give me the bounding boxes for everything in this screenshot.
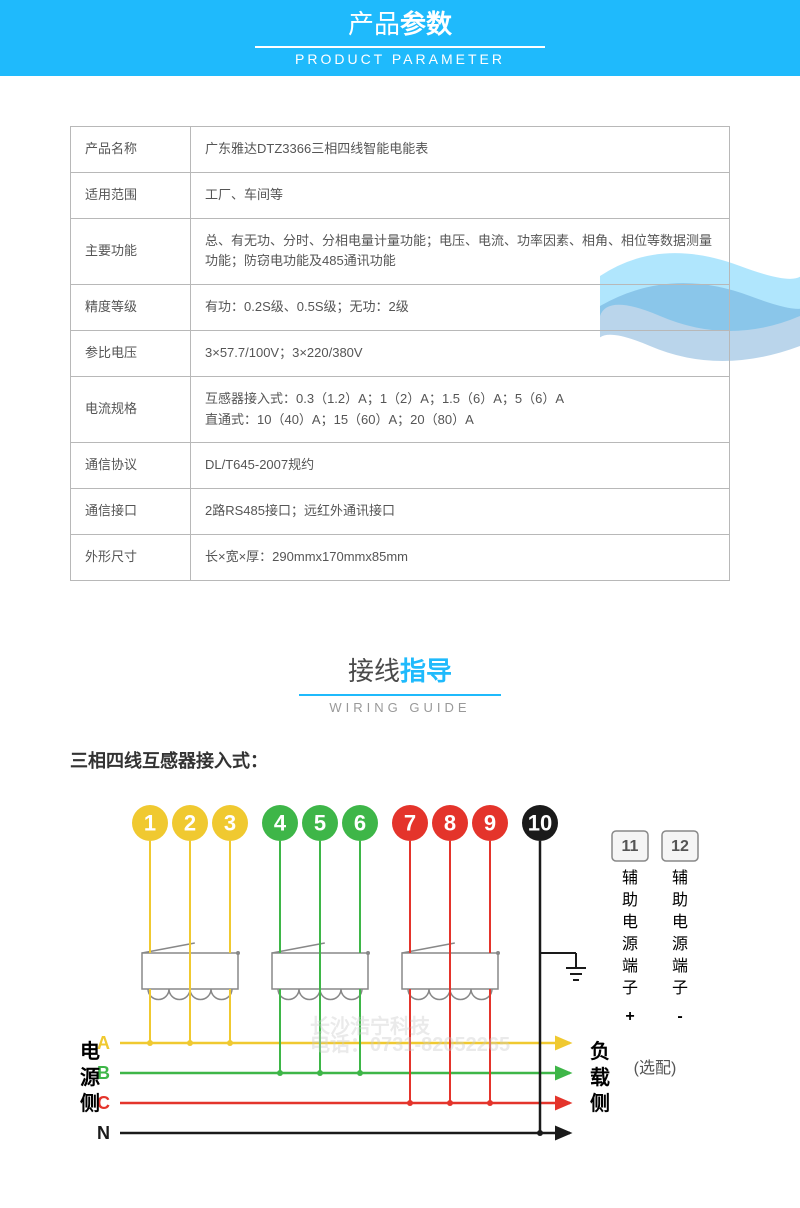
wiring-title-accent: 指导: [400, 656, 452, 686]
spec-value: 有功：0.2S级、0.5S级；无功：2级: [191, 285, 730, 331]
svg-text:子: 子: [672, 979, 688, 997]
table-row: 适用范围工厂、车间等: [71, 172, 730, 218]
spec-value: DL/T645-2007规约: [191, 443, 730, 489]
svg-text:辅: 辅: [672, 869, 688, 887]
header-title-bold: 参数: [400, 9, 452, 39]
table-row: 电流规格互感器接入式：0.3（1.2）A；1（2）A；1.5（6）A；5（6）A…: [71, 376, 730, 443]
svg-text:5: 5: [314, 810, 326, 835]
table-row: 主要功能总、有无功、分时、分相电量计量功能；电压、电流、功率因素、相角、相位等数…: [71, 218, 730, 285]
table-row: 通信协议DL/T645-2007规约: [71, 443, 730, 489]
header-title: 产品参数: [348, 4, 452, 41]
spec-label: 外形尺寸: [71, 534, 191, 580]
svg-text:4: 4: [274, 810, 287, 835]
svg-text:负: 负: [590, 1039, 610, 1063]
header-sub-band: PRODUCT PARAMETER: [0, 44, 800, 76]
table-row: 外形尺寸长×宽×厚：290mmx170mmx85mm: [71, 534, 730, 580]
spec-section: 产品名称广东雅达DTZ3366三相四线智能电能表适用范围工厂、车间等主要功能总、…: [0, 76, 800, 621]
spec-label: 适用范围: [71, 172, 191, 218]
table-row: 参比电压3×57.7/100V；3×220/380V: [71, 330, 730, 376]
svg-text:端: 端: [622, 957, 638, 975]
spec-label: 主要功能: [71, 218, 191, 285]
svg-text:3: 3: [224, 810, 236, 835]
spec-value: 长×宽×厚：290mmx170mmx85mm: [191, 534, 730, 580]
spec-value: 互感器接入式：0.3（1.2）A；1（2）A；1.5（6）A；5（6）A 直通式…: [191, 376, 730, 443]
svg-text:-: -: [677, 1008, 682, 1025]
wiring-subtitle: 三相四线互感器接入式：: [70, 747, 730, 773]
spec-label: 精度等级: [71, 285, 191, 331]
svg-text:12: 12: [671, 838, 689, 855]
wiring-diagram: ABCN电源侧负载侧[object Object][object Object]…: [70, 803, 730, 1163]
svg-text:助: 助: [622, 891, 638, 909]
svg-text:7: 7: [404, 810, 416, 835]
svg-text:(选配): (选配): [634, 1059, 677, 1077]
table-row: 通信接口2路RS485接口；远红外通讯接口: [71, 489, 730, 535]
svg-text:1: 1: [144, 810, 156, 835]
header-title-pre: 产品: [348, 9, 400, 39]
svg-text:源: 源: [672, 935, 688, 953]
svg-text:2: 2: [184, 810, 196, 835]
spec-value: 2路RS485接口；远红外通讯接口: [191, 489, 730, 535]
spec-value: 广东雅达DTZ3366三相四线智能电能表: [191, 127, 730, 173]
svg-text:载: 载: [590, 1065, 610, 1089]
svg-text:辅: 辅: [622, 869, 638, 887]
svg-text:侧: 侧: [80, 1091, 100, 1115]
svg-text:电: 电: [622, 913, 638, 931]
spec-label: 参比电压: [71, 330, 191, 376]
svg-text:端: 端: [672, 957, 688, 975]
svg-text:源: 源: [80, 1066, 100, 1089]
spec-table: 产品名称广东雅达DTZ3366三相四线智能电能表适用范围工厂、车间等主要功能总、…: [70, 126, 730, 581]
wiring-title-block: 接线指导 WIRING GUIDE: [0, 651, 800, 717]
spec-label: 通信协议: [71, 443, 191, 489]
svg-text:侧: 侧: [590, 1091, 610, 1115]
spec-value: 工厂、车间等: [191, 172, 730, 218]
svg-text:10: 10: [528, 810, 552, 835]
svg-text:电话：0731-82052265: 电话：0731-82052265: [310, 1033, 510, 1056]
svg-text:电: 电: [672, 913, 688, 931]
svg-text:子: 子: [622, 979, 638, 997]
svg-text:6: 6: [354, 810, 366, 835]
svg-text:N: N: [97, 1123, 110, 1143]
wiring-title: 接线指导: [0, 651, 800, 688]
spec-label: 电流规格: [71, 376, 191, 443]
svg-text:源: 源: [622, 935, 638, 953]
table-row: 精度等级有功：0.2S级、0.5S级；无功：2级: [71, 285, 730, 331]
svg-text:11: 11: [622, 838, 639, 855]
svg-text:+: +: [625, 1008, 634, 1025]
wiring-section: 三相四线互感器接入式： ABCN电源侧负载侧[object Object][ob…: [0, 727, 800, 1208]
header-sub: PRODUCT PARAMETER: [255, 46, 545, 67]
svg-text:9: 9: [484, 810, 496, 835]
header-band: 产品参数: [0, 0, 800, 44]
spec-label: 通信接口: [71, 489, 191, 535]
spec-value: 总、有无功、分时、分相电量计量功能；电压、电流、功率因素、相角、相位等数据测量功…: [191, 218, 730, 285]
spec-value: 3×57.7/100V；3×220/380V: [191, 330, 730, 376]
spec-label: 产品名称: [71, 127, 191, 173]
wiring-sub: WIRING GUIDE: [299, 694, 500, 715]
wiring-title-pre: 接线: [348, 656, 400, 686]
svg-text:8: 8: [444, 810, 456, 835]
svg-text:电: 电: [80, 1040, 100, 1063]
svg-text:助: 助: [672, 891, 688, 909]
table-row: 产品名称广东雅达DTZ3366三相四线智能电能表: [71, 127, 730, 173]
